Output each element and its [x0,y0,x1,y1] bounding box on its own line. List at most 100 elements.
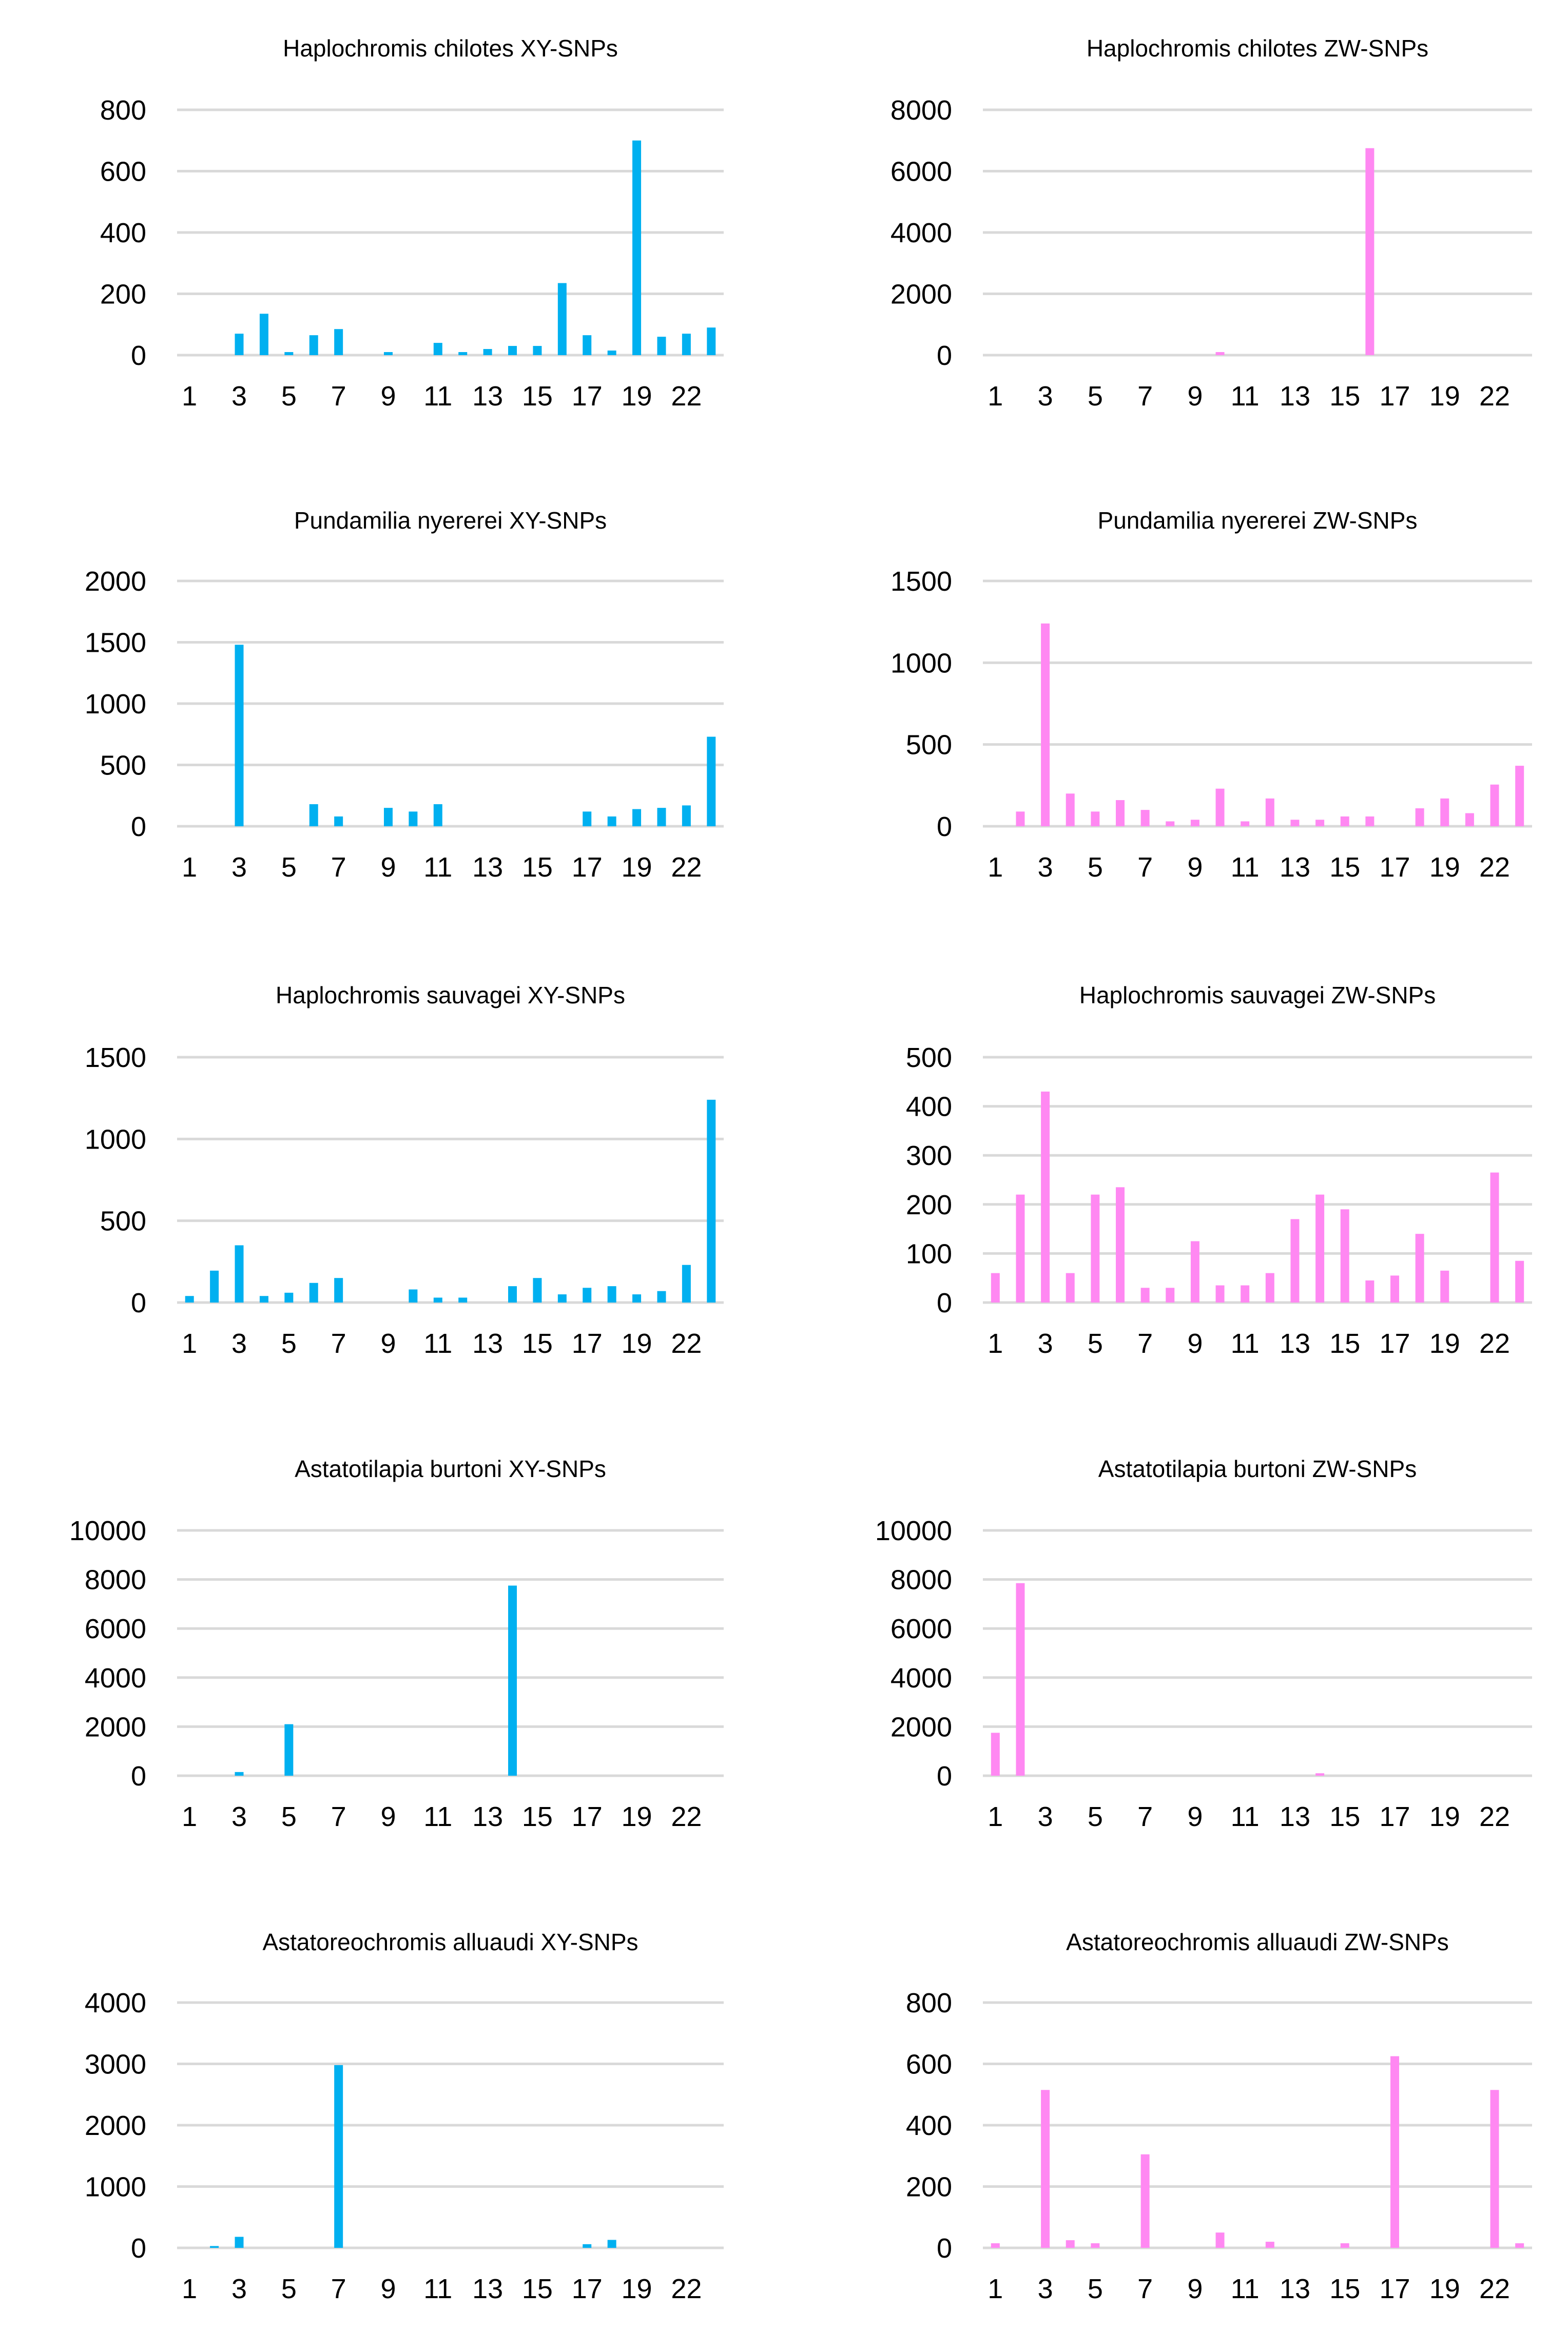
x-tick-label: 22 [671,1801,702,1832]
bar [1365,816,1375,826]
x-tick-label: 13 [1280,1328,1310,1359]
y-tick-label: 1500 [85,628,146,658]
x-tick-label: 15 [522,2274,553,2304]
bar [583,1288,592,1303]
x-tick-label: 3 [1038,1801,1053,1832]
chart-title: Haplochromis sauvagei ZW-SNPs [1079,982,1436,1008]
bar [1041,623,1050,826]
y-tick-label: 2000 [85,566,146,597]
bar [682,1265,691,1303]
x-tick-label: 19 [1429,381,1460,412]
bar [607,816,616,826]
y-tick-label: 0 [131,811,146,842]
bar [309,804,318,826]
y-tick-label: 8000 [891,95,952,126]
bar [210,1270,219,1303]
bar [1140,810,1150,826]
bar [1215,2232,1225,2248]
x-tick-label: 9 [380,1328,396,1359]
chart-title: Pundamilia nyererei ZW-SNPs [1098,507,1418,534]
bar [1241,821,1250,826]
x-tick-label: 22 [1479,381,1510,412]
chart-title: Haplochromis chilotes XY-SNPs [283,35,618,62]
bar [1091,811,1100,826]
x-tick-label: 1 [182,381,197,412]
x-tick-label: 15 [522,381,553,412]
y-tick-label: 500 [100,750,146,781]
x-tick-label: 19 [622,1801,652,1832]
x-tick-label: 15 [522,852,553,883]
y-tick-label: 500 [100,1206,146,1237]
bar [1091,2243,1100,2248]
bar [433,343,442,355]
bar [1116,800,1125,826]
x-tick-label: 11 [1231,852,1260,883]
bar [657,337,666,355]
x-tick-label: 15 [522,1328,553,1359]
bar [707,736,716,826]
bar [433,804,442,826]
bar [1091,1194,1100,1303]
bar [1265,798,1274,826]
bar [1066,2240,1075,2248]
x-tick-label: 5 [1088,381,1103,412]
x-tick-label: 1 [988,1801,1003,1832]
bar [1415,1234,1424,1303]
x-tick-label: 15 [1329,381,1360,412]
chart-panel: Astatotilapia burtoni ZW-SNPs 0 2000 4000 60… [875,1455,1532,1832]
x-tick-label: 7 [1137,2274,1153,2304]
bar [707,327,716,355]
x-tick-label: 7 [331,1801,346,1832]
bar [1390,1275,1399,1303]
x-tick-label: 1 [988,2274,1003,2304]
x-tick-label: 22 [671,852,702,883]
chart-title: Pundamilia nyererei XY-SNPs [294,507,607,534]
bar [1490,1172,1499,1303]
bar [1215,1285,1225,1303]
bar [235,334,244,355]
bar [210,2246,219,2248]
bar [657,808,666,826]
bar [707,1099,716,1303]
bar [1290,820,1300,826]
x-tick-label: 11 [1231,2274,1260,2304]
x-tick-label: 9 [380,381,396,412]
x-tick-label: 13 [472,852,503,883]
x-tick-label: 19 [1429,1328,1460,1359]
x-tick-label: 7 [331,1328,346,1359]
x-tick-label: 9 [1187,2274,1203,2304]
x-tick-label: 13 [472,2274,503,2304]
x-tick-label: 17 [572,1801,603,1832]
y-tick-label: 4000 [85,1663,146,1694]
x-tick-label: 15 [1329,1801,1360,1832]
x-tick-label: 1 [182,852,197,883]
y-tick-label: 500 [906,1042,952,1073]
x-tick-label: 5 [281,1328,297,1359]
bar [458,1297,468,1303]
chart-panel: Haplochromis chilotes XY-SNPs 0 200 400 600 8… [100,35,724,412]
chart-title: Astatotilapia burtoni XY-SNPs [295,1455,606,1482]
x-tick-label: 9 [380,852,396,883]
x-tick-label: 22 [671,381,702,412]
bar [991,1273,1000,1303]
chart-panel: Astatoreochromis alluaudi ZW-SNPs 0 200 400… [906,1929,1532,2304]
x-tick-label: 5 [281,381,297,412]
x-tick-label: 1 [988,852,1003,883]
chart-panel: Haplochromis sauvagei XY-SNPs 0 500 1000 150… [85,982,724,1359]
x-tick-label: 7 [1137,1328,1153,1359]
bar [235,1772,244,1776]
y-tick-label: 4000 [891,1663,952,1694]
y-tick-label: 8000 [891,1565,952,1596]
chart-panel: Pundamilia nyererei ZW-SNPs 0 500 1000 1500 1… [891,507,1532,883]
bar [1515,766,1524,826]
x-tick-label: 19 [1429,2274,1460,2304]
x-tick-label: 13 [1280,381,1310,412]
x-tick-label: 3 [231,381,247,412]
x-tick-label: 17 [1379,1801,1410,1832]
bar [1016,1583,1025,1776]
x-tick-label: 22 [1479,852,1510,883]
chart-panel: Haplochromis chilotes ZW-SNPs 0 2000 4000 60… [891,35,1532,412]
bar [1465,813,1474,826]
y-tick-label: 2000 [85,1712,146,1742]
